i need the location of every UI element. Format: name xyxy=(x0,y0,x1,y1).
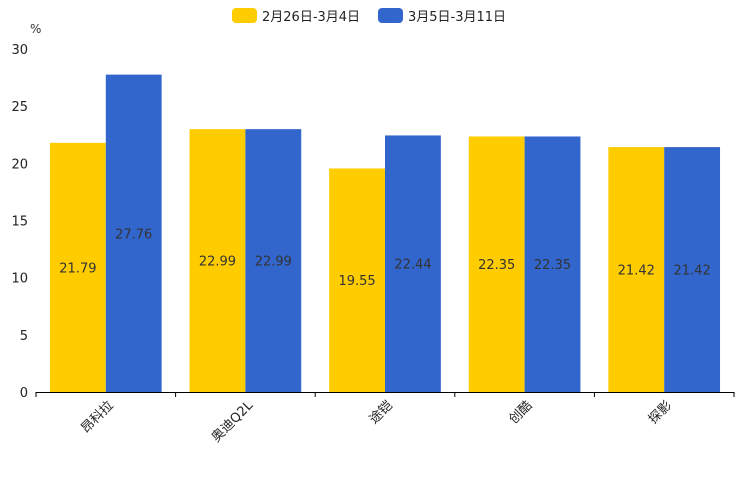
x-tick-label: 探影 xyxy=(646,398,675,427)
x-tick-label: 途铠 xyxy=(366,398,396,428)
bar[interactable] xyxy=(664,147,721,392)
data-label: 22.35 xyxy=(534,258,571,273)
legend-swatch xyxy=(378,8,403,23)
y-tick-label: 30 xyxy=(11,43,28,58)
x-tick-label: 创酷 xyxy=(506,398,535,427)
data-label: 22.44 xyxy=(394,258,431,273)
bar[interactable] xyxy=(608,147,665,392)
bar[interactable] xyxy=(329,168,385,392)
bar[interactable] xyxy=(468,136,525,392)
y-tick-label: 5 xyxy=(20,329,28,344)
bar[interactable] xyxy=(245,129,302,393)
bar[interactable] xyxy=(105,74,162,393)
y-tick-label: 10 xyxy=(11,272,28,287)
data-label: 22.99 xyxy=(255,255,292,270)
x-tick-label: 奥迪Q2L xyxy=(209,398,257,446)
bar[interactable] xyxy=(49,142,106,392)
bar[interactable] xyxy=(189,129,246,393)
bar[interactable] xyxy=(385,135,441,392)
data-label: 21.79 xyxy=(59,261,96,276)
data-label: 22.99 xyxy=(199,255,236,270)
data-label: 27.76 xyxy=(115,227,152,242)
data-label: 22.35 xyxy=(478,258,515,273)
legend-label[interactable]: 2月26日-3月4日 xyxy=(262,10,360,25)
y-axis-unit-label: % xyxy=(30,22,41,36)
bar[interactable] xyxy=(524,136,581,392)
data-label: 21.42 xyxy=(674,264,711,279)
legend-label[interactable]: 3月5日-3月11日 xyxy=(408,10,506,25)
y-axis: 0 5 10 15 20 25 30 xyxy=(11,43,28,401)
bars: 21.79 27.76 22.99 22.99 19.55 22.44 22.35 22.35… xyxy=(49,74,721,393)
data-label: 21.42 xyxy=(618,264,655,279)
legend: 2月26日-3月4日 3月5日-3月11日 xyxy=(232,8,506,25)
y-tick-label: 15 xyxy=(11,215,28,230)
legend-swatch xyxy=(232,8,257,23)
x-tick-label: 昂科拉 xyxy=(78,398,116,436)
data-label: 19.55 xyxy=(338,274,375,289)
x-axis: 昂科拉 奥迪Q2L 途铠 创酷 探影 xyxy=(35,392,735,446)
y-tick-label: 25 xyxy=(11,100,28,115)
y-tick-label: 0 xyxy=(20,386,28,401)
y-tick-label: 20 xyxy=(11,157,28,172)
